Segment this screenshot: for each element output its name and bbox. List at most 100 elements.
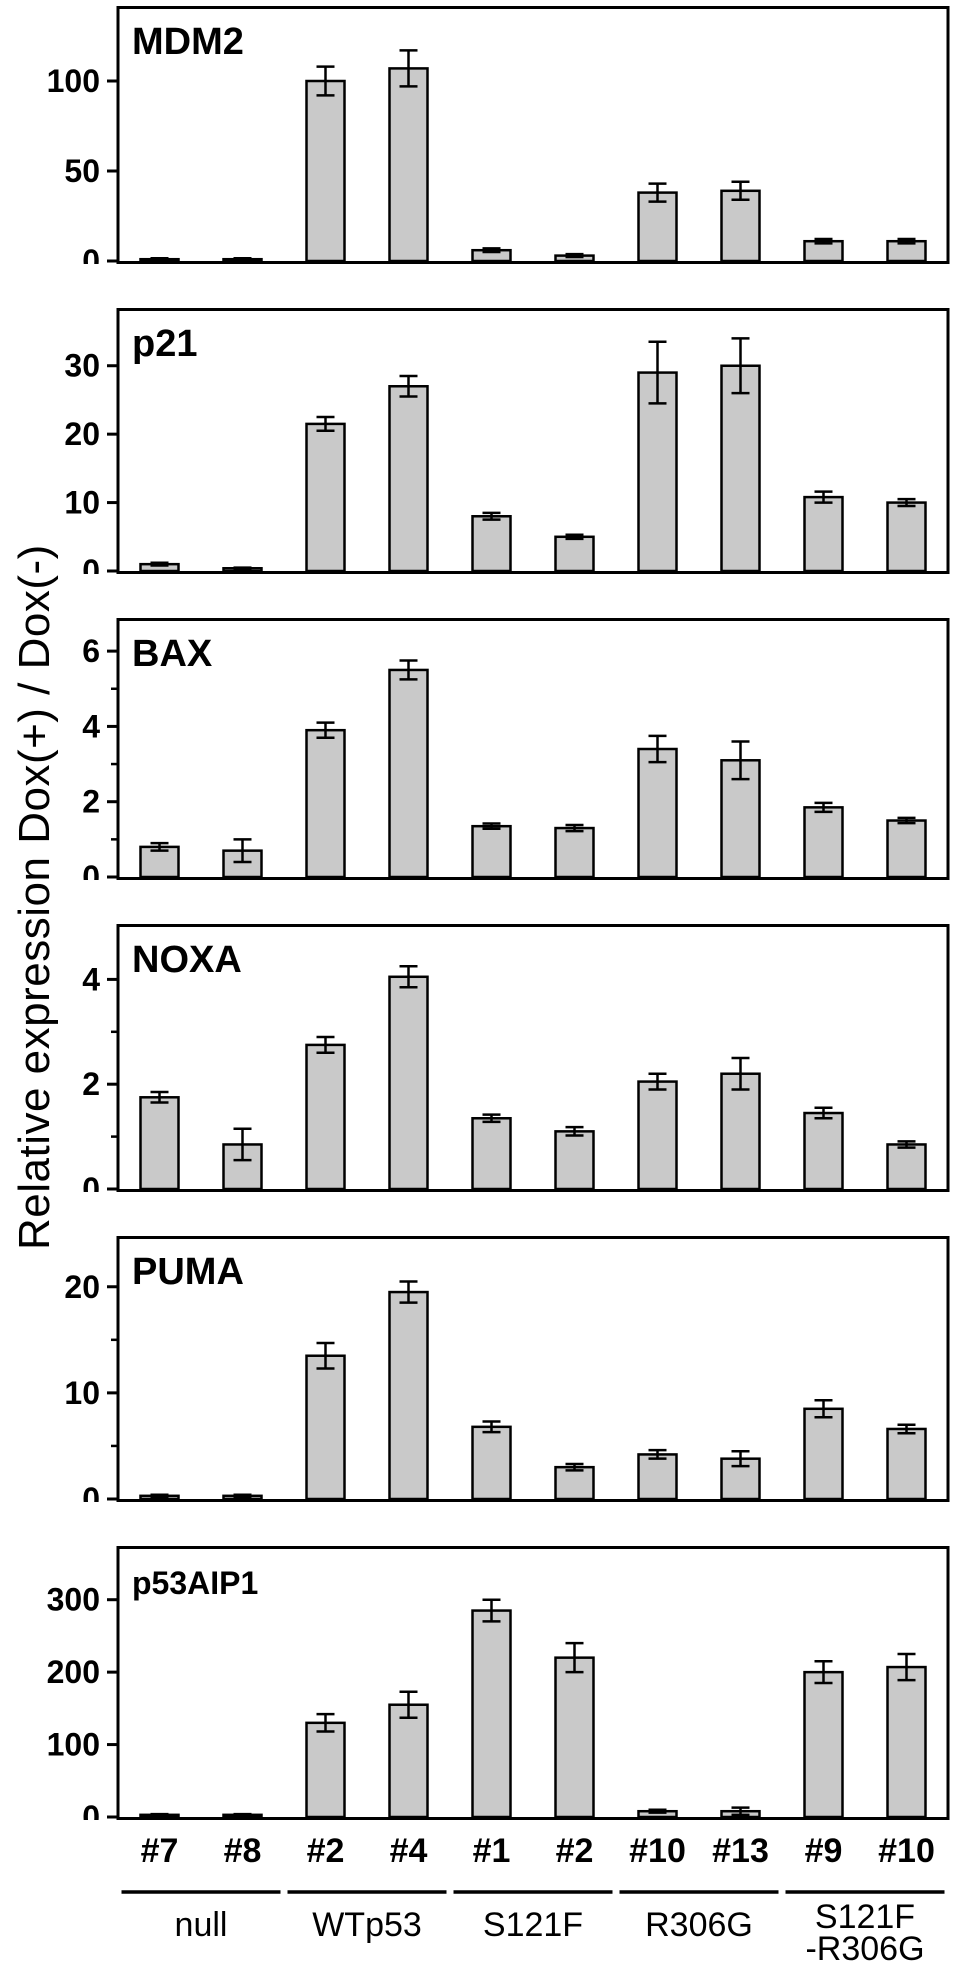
- x-tick-label: #10: [629, 1832, 686, 1870]
- panel-bax: 0 2 4 6 BAX: [0, 618, 957, 880]
- panel-puma: 0 10 20 PUMA: [0, 1236, 957, 1502]
- panel-title: MDM2: [132, 21, 244, 63]
- x-tick-label: #9: [805, 1832, 843, 1870]
- bar: [305, 422, 346, 573]
- x-tick-label: #2: [556, 1832, 594, 1870]
- panel-p21-svg: 0 10 20 30 p21: [64, 308, 950, 574]
- bar: [305, 1354, 346, 1501]
- plot-border: [116, 1236, 950, 1502]
- bar: [803, 806, 844, 879]
- panel-p53aip1-svg: 0 100 200 300 p53AIP1: [47, 1546, 950, 1820]
- y-tick-label: 2: [82, 784, 100, 820]
- panel-title: NOXA: [132, 939, 242, 981]
- plot-border: [116, 618, 950, 880]
- y-tick-label: 30: [64, 348, 100, 384]
- panel-noxa-svg: 0 2 4 NOXA: [82, 924, 950, 1192]
- bar: [388, 1703, 429, 1819]
- bar: [803, 1407, 844, 1501]
- panel-title: BAX: [132, 633, 213, 675]
- bar: [554, 535, 595, 573]
- y-tick-label: 0: [82, 1171, 100, 1192]
- x-tick-label: #8: [224, 1832, 262, 1870]
- bar: [886, 1665, 927, 1819]
- group-label: R306G: [645, 1906, 753, 1944]
- bar: [554, 1465, 595, 1501]
- bar: [139, 1096, 180, 1191]
- y-tick-label: 0: [82, 243, 100, 264]
- bar: [637, 1453, 678, 1501]
- y-tick-label: 100: [47, 1727, 100, 1763]
- plot-border: [116, 6, 950, 264]
- y-tick-label: 200: [47, 1654, 100, 1690]
- bar: [803, 1670, 844, 1819]
- bar: [886, 1427, 927, 1501]
- y-tick-label: 0: [82, 553, 100, 574]
- group-label: S121F: [815, 1898, 915, 1936]
- bar: [471, 1117, 512, 1191]
- bar: [886, 501, 927, 573]
- bar: [388, 67, 429, 263]
- bar: [637, 191, 678, 263]
- panel-puma-svg: 0 10 20 PUMA: [64, 1236, 950, 1502]
- x-tick-label: #2: [307, 1832, 345, 1870]
- bar: [471, 824, 512, 879]
- bar: [554, 1130, 595, 1191]
- x-tick-label: #1: [473, 1832, 511, 1870]
- bar: [886, 1143, 927, 1191]
- bar: [305, 1043, 346, 1191]
- y-tick-label: 20: [64, 416, 100, 452]
- y-tick-label: 4: [82, 961, 100, 997]
- y-tick-label: 0: [82, 859, 100, 880]
- bar: [803, 495, 844, 573]
- panel-mdm2-svg: 0 50 100 MDM2: [47, 6, 950, 264]
- x-axis-svg: #7 #8 #2 #4 #1 #2 #10 #13 #9 #10 null WTp53 S121F R30…: [121, 1832, 945, 1962]
- y-tick-label: 0: [82, 1799, 100, 1820]
- bar: [886, 819, 927, 879]
- y-tick-label: 300: [47, 1582, 100, 1618]
- bar: [637, 747, 678, 879]
- x-tick-label: #10: [878, 1832, 935, 1870]
- bar: [637, 371, 678, 573]
- bar: [637, 1080, 678, 1191]
- panel-title: p53AIP1: [132, 1565, 258, 1601]
- bar: [305, 79, 346, 263]
- bar: [471, 1609, 512, 1819]
- group-label: WTp53: [312, 1906, 422, 1944]
- plot-border: [116, 308, 950, 574]
- plot-border: [116, 1546, 950, 1820]
- group-label-line2: -R306G: [805, 1930, 924, 1962]
- plot-border: [116, 924, 950, 1192]
- panel-title: PUMA: [132, 1251, 244, 1293]
- panel-noxa: 0 2 4 NOXA: [0, 924, 957, 1192]
- panel-title: p21: [132, 323, 197, 365]
- bar: [720, 1457, 761, 1501]
- bar: [305, 1721, 346, 1819]
- y-tick-label: 10: [64, 1375, 100, 1411]
- x-axis-area: #7 #8 #2 #4 #1 #2 #10 #13 #9 #10 null WTp53 S121F R30…: [0, 1820, 957, 1962]
- x-tick-label: #4: [390, 1832, 428, 1870]
- y-tick-label: 50: [64, 153, 100, 189]
- x-tick-label: #13: [712, 1832, 769, 1870]
- bar: [803, 1111, 844, 1191]
- bar: [388, 668, 429, 879]
- bar: [305, 728, 346, 879]
- bar: [720, 189, 761, 263]
- bar: [720, 1072, 761, 1191]
- bar: [388, 975, 429, 1191]
- bar: [471, 1425, 512, 1501]
- y-tick-label: 2: [82, 1066, 100, 1102]
- y-tick-label: 100: [47, 63, 100, 99]
- bar: [720, 364, 761, 573]
- x-tick-label: #7: [141, 1832, 179, 1870]
- y-tick-label: 20: [64, 1269, 100, 1305]
- panel-mdm2: 0 50 100 MDM2: [0, 6, 957, 264]
- y-tick-label: 4: [82, 708, 100, 744]
- panel-p21: 0 10 20 30 p21: [0, 308, 957, 574]
- bar: [471, 515, 512, 573]
- group-label: S121F: [483, 1906, 583, 1944]
- panel-bax-svg: 0 2 4 6 BAX: [82, 618, 950, 880]
- y-tick-label: 0: [82, 1481, 100, 1502]
- panel-p53aip1: 0 100 200 300 p53AIP1: [0, 1546, 957, 1820]
- bar: [554, 1656, 595, 1819]
